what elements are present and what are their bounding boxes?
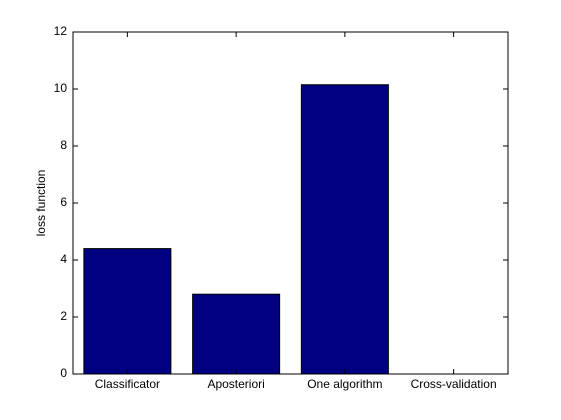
y-tick-label: 10	[54, 81, 68, 95]
x-tick-label: Classificator	[95, 377, 160, 391]
y-tick-label: 12	[54, 24, 68, 38]
y-tick-label: 4	[60, 252, 67, 266]
x-tick-label: Aposteriori	[207, 377, 264, 391]
y-tick-label: 8	[60, 138, 67, 152]
bar	[83, 248, 172, 375]
x-tick-label: One algorithm	[307, 377, 382, 391]
bar	[192, 293, 281, 375]
y-tick-label: 0	[60, 366, 67, 380]
y-axis-label: loss function	[34, 170, 48, 237]
bar	[300, 84, 389, 375]
x-tick-label: Cross-validation	[411, 377, 497, 391]
y-tick-label: 6	[60, 195, 67, 209]
y-tick-label: 2	[60, 309, 67, 323]
